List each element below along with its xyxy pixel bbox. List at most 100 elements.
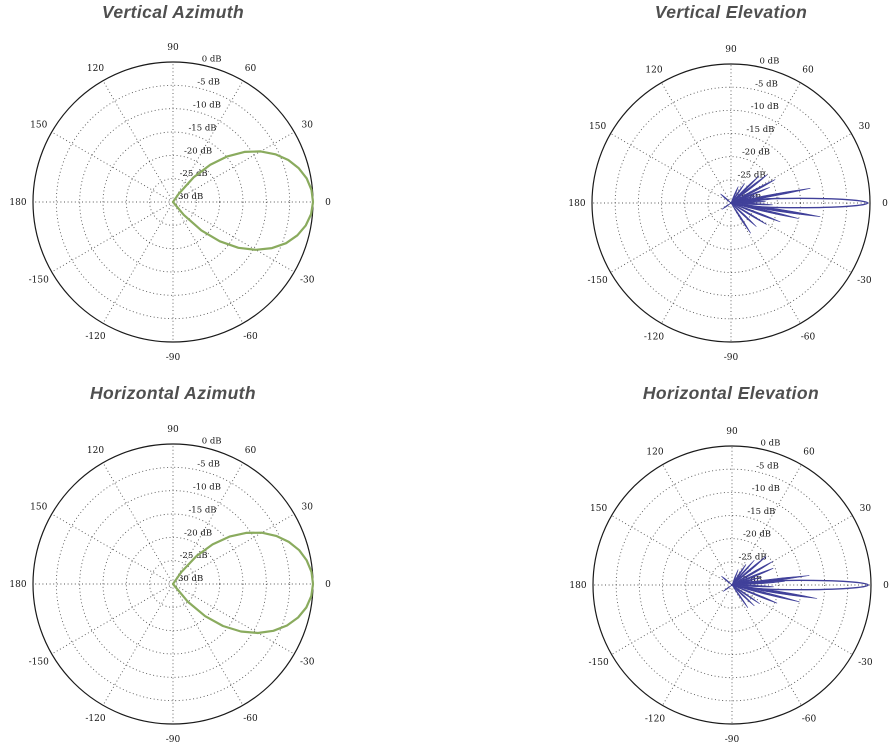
db-label: -25 dB <box>738 170 766 180</box>
vertical-azimuth-plot: 90 120 150 180 -150 -120 -90 -60 -30 0 30 60 0 dB -5 … <box>9 43 331 363</box>
title-horizontal-azimuth: Horizontal Azimuth <box>90 383 256 403</box>
grid-spoke <box>172 583 244 706</box>
angle-label: 60 <box>803 448 815 458</box>
grid-spoke <box>172 80 244 203</box>
grid-ring <box>685 538 779 632</box>
angle-label: -120 <box>85 332 105 342</box>
vertical-elevation-plot: 90 120 150 180 -150 -120 -90 -60 -30 0 30 60 0 dB -5 … <box>568 45 888 363</box>
grid-spoke <box>731 584 853 655</box>
db-label: -20 dB <box>742 148 770 158</box>
grid-ring <box>102 513 244 655</box>
grid-spoke <box>102 201 174 324</box>
angle-label: 180 <box>9 198 26 208</box>
angle-label: 90 <box>725 45 737 55</box>
angle-label: -150 <box>29 276 49 286</box>
db-label: -5 dB <box>197 78 220 88</box>
grid-spoke <box>102 80 174 203</box>
grid-spoke <box>662 464 733 586</box>
grid-spoke <box>610 202 732 273</box>
grid-spoke <box>730 82 801 204</box>
title-horizontal-elevation: Horizontal Elevation <box>642 383 820 403</box>
db-label: -15 dB <box>747 507 775 517</box>
side-lobe <box>731 556 767 586</box>
angle-label: -30 <box>300 658 315 668</box>
db-label: -15 dB <box>746 125 774 135</box>
angle-label: 150 <box>30 503 47 513</box>
side-lobe <box>731 569 739 586</box>
grid-ring <box>684 156 778 250</box>
side-lobe <box>730 174 768 204</box>
angle-label: 150 <box>589 122 606 132</box>
angle-label: -150 <box>29 658 49 668</box>
side-lobe <box>730 202 757 227</box>
db-label: -20 dB <box>184 528 212 538</box>
angle-label: -60 <box>801 332 816 342</box>
angle-label: 120 <box>646 448 663 458</box>
title-vertical-elevation: Vertical Elevation <box>654 2 808 22</box>
grid-spoke <box>731 464 802 586</box>
angle-label: 120 <box>87 446 104 456</box>
angle-label: -150 <box>588 276 608 286</box>
side-lobe <box>731 581 785 586</box>
angle-label: 180 <box>569 581 586 591</box>
grid-ring <box>637 109 825 297</box>
angle-label: 0 <box>883 581 889 591</box>
grid-spoke <box>51 201 174 273</box>
angle-label: -30 <box>300 276 315 286</box>
grid-spoke <box>662 584 733 706</box>
angle-label: -60 <box>243 714 258 724</box>
side-lobe <box>721 202 732 210</box>
angle-label: 180 <box>9 580 26 590</box>
grid-spoke <box>661 202 732 324</box>
db-label: 0 dB <box>761 439 781 449</box>
angle-label: 180 <box>568 199 585 209</box>
angle-label: 30 <box>302 503 314 513</box>
angle-label: 150 <box>590 504 607 514</box>
side-lobe <box>731 568 774 586</box>
db-label: -10 dB <box>751 102 779 112</box>
grid-spoke <box>730 202 801 324</box>
side-lobe <box>721 575 733 586</box>
angle-label: -90 <box>724 353 739 363</box>
side-lobe <box>731 584 749 608</box>
side-lobe <box>730 202 781 223</box>
angle-label: 60 <box>802 66 814 76</box>
grid-ring <box>79 108 267 296</box>
angle-label: 90 <box>167 43 179 53</box>
angle-label: 30 <box>859 122 871 132</box>
angle-label: 120 <box>645 66 662 76</box>
side-lobe <box>731 584 800 603</box>
angle-label: -60 <box>243 332 258 342</box>
grid-spoke <box>661 82 732 204</box>
angle-label: 60 <box>245 446 257 456</box>
angle-label: -150 <box>589 658 609 668</box>
title-vertical-azimuth: Vertical Azimuth <box>101 2 245 22</box>
db-label: -10 dB <box>193 100 221 110</box>
horizontal-azimuth-plot: 90 120 150 180 -150 -120 -90 -60 -30 0 30 60 0 dB -5 … <box>9 425 331 745</box>
angle-label: 60 <box>245 64 257 74</box>
grid-ring <box>149 178 197 226</box>
grid-ring <box>55 466 291 702</box>
db-label: -5 dB <box>755 79 778 89</box>
side-lobe <box>722 584 733 592</box>
grid-ring <box>79 490 267 678</box>
db-label: -20 dB <box>184 146 212 156</box>
grid-ring <box>55 84 291 320</box>
side-lobe <box>730 183 745 204</box>
outer-ring <box>591 63 871 343</box>
angle-label: 30 <box>860 504 872 514</box>
side-lobe <box>730 202 799 219</box>
elevation-gain-pattern <box>720 174 869 234</box>
grid-spoke <box>102 462 174 585</box>
grid-ring <box>661 133 801 273</box>
side-lobe <box>731 584 818 599</box>
db-label: -5 dB <box>756 461 779 471</box>
grid-ring <box>638 491 826 679</box>
azimuth-gain-pattern <box>171 531 315 635</box>
db-label: -5 dB <box>197 460 220 470</box>
angle-label: 30 <box>302 121 314 131</box>
angle-label: -60 <box>802 714 817 724</box>
db-label: -30 dB <box>175 574 203 584</box>
grid-ring <box>102 131 244 273</box>
db-label: 0 dB <box>202 437 222 447</box>
